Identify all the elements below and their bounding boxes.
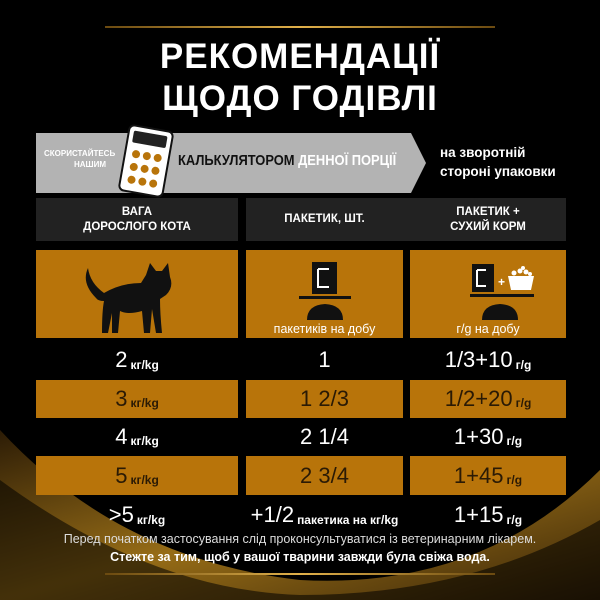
cat-silhouette-icon [85, 263, 172, 333]
table-cell-pouch: 1 2/3 [246, 380, 403, 418]
cell-value: 2 [115, 347, 128, 372]
pouch-per-day-label: пакетиків на добу [273, 322, 376, 336]
cell-unit: г/g [506, 513, 523, 527]
cell-value: 2 3/4 [300, 462, 349, 488]
svg-text:+: + [498, 275, 505, 289]
table-cell-pouch: +1/2 пакетика на кг/kg [246, 495, 403, 535]
header-combined-bg [246, 198, 566, 241]
icon-cell-mixed: + г/g на добу [410, 250, 566, 338]
icon-cell-cat [36, 250, 238, 338]
water-note: Стежте за тим, щоб у вашої тварини завжд… [110, 550, 490, 564]
table-cell-mixed: 1+30 г/g [410, 418, 566, 456]
vet-note: Перед початком застосування слід проконс… [63, 532, 537, 546]
cell-value: 1/2+20 [444, 386, 513, 411]
cell-value: 1+15 [453, 502, 504, 527]
cell-value: 1 [318, 347, 331, 372]
calculator-icon [118, 124, 174, 198]
cell-unit: кг/kg [136, 513, 166, 527]
cell-unit: пакетика на кг/kg [297, 513, 399, 527]
cell-value: 1+45 [453, 462, 504, 488]
cell-unit: г/g [506, 434, 523, 448]
cell-value: >5 [108, 502, 134, 527]
table-cell-pouch: 2 1/4 [246, 418, 403, 456]
banner-back-of-pack-text: на зворотній стороні упаковки [440, 145, 556, 179]
table-cell-mixed: 1+45 г/g [410, 456, 566, 495]
icon-cell-pouch: пакетиків на добу [246, 250, 403, 338]
grams-per-day-label: г/g на добу [456, 322, 520, 336]
table-cell-pouch: 2 3/4 [246, 456, 403, 495]
cell-value: +1/2 [250, 502, 295, 527]
banner-calculator-text: КАЛЬКУЛЯТОРОМ ДЕННОЇ ПОРЦІЇ [178, 152, 397, 169]
table-cell-mixed: 1/2+20 г/g [410, 380, 566, 418]
cell-value: 1+30 [453, 424, 504, 449]
pouch-plus-dry-food-icon: + [470, 264, 534, 320]
table-cell-weight: 4 кг/kg [36, 418, 238, 456]
cell-value: 5 [115, 462, 128, 488]
cell-value: 2 1/4 [300, 424, 349, 449]
cell-unit: кг/kg [130, 396, 159, 410]
header-pouch: ПАКЕТИК, ШТ. [284, 213, 365, 225]
cell-value: 3 [115, 386, 128, 411]
cell-unit: г/g [515, 358, 532, 372]
bottom-gold-line [105, 573, 495, 575]
page-title: РЕКОМЕНДАЦІЇ ЩОДО ГОДІВЛІ [159, 37, 441, 118]
pouch-on-scale-icon [298, 262, 351, 320]
cell-unit: г/g [515, 396, 532, 410]
banner-small-text: СКОРИСТАЙТЕСЬ НАШИМ [44, 149, 116, 169]
cell-value: 4 [115, 424, 128, 449]
table-cell-mixed: 1/3+10 г/g [410, 340, 566, 380]
table-cell-mixed: 1+15 г/g [410, 495, 566, 535]
cell-unit: кг/kg [130, 358, 159, 372]
cell-unit: г/g [506, 473, 523, 487]
table-cell-weight: >5 кг/kg [36, 495, 238, 535]
cell-unit: кг/kg [130, 434, 159, 448]
cell-unit: кг/kg [130, 473, 159, 487]
table-cell-weight: 5 кг/kg [36, 456, 238, 495]
table-cell-pouch: 1 [246, 340, 403, 380]
cell-value: 1/3+10 [444, 347, 513, 372]
top-gold-line [105, 26, 495, 28]
header-mixed: ПАКЕТИК + СУХИЙ КОРМ [450, 205, 526, 233]
table-cell-weight: 3 кг/kg [36, 380, 238, 418]
cell-value: 1 2/3 [300, 386, 349, 411]
table-cell-weight: 2 кг/kg [36, 340, 238, 380]
header-weight: ВАГА ДОРОСЛОГО КОТА [36, 198, 238, 241]
